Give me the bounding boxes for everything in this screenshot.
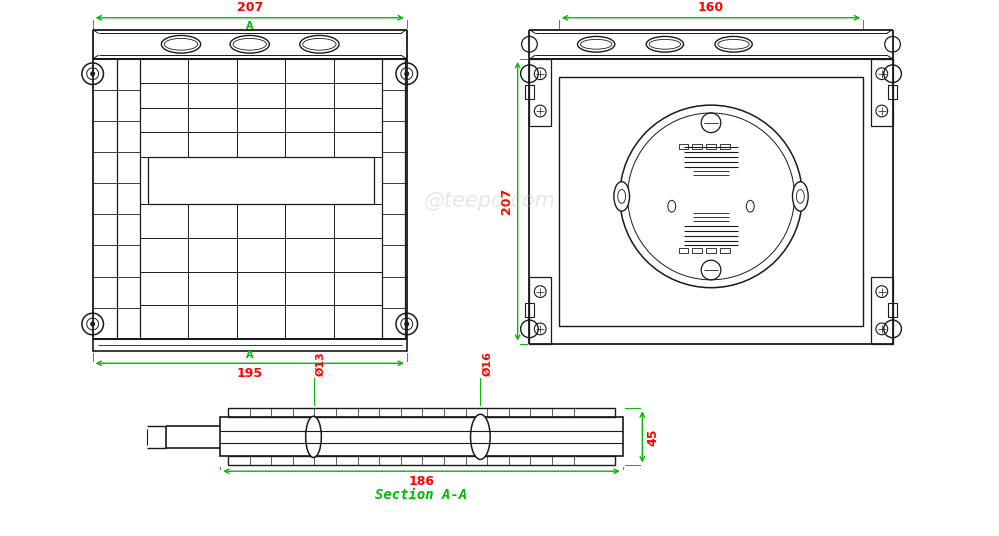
Ellipse shape <box>613 182 629 211</box>
Bar <box>678 144 688 150</box>
Bar <box>529 277 551 344</box>
Bar <box>529 59 551 126</box>
Bar <box>720 144 729 150</box>
Bar <box>871 59 892 126</box>
Text: Ø16: Ø16 <box>483 351 493 376</box>
Text: A: A <box>246 351 254 360</box>
Bar <box>558 77 863 326</box>
Bar <box>888 86 897 99</box>
Text: 186: 186 <box>409 475 435 488</box>
Bar <box>220 417 622 457</box>
Bar <box>228 408 614 417</box>
Circle shape <box>405 322 409 326</box>
Bar <box>692 144 702 150</box>
Circle shape <box>405 72 409 76</box>
Text: 160: 160 <box>698 1 724 14</box>
Circle shape <box>91 72 95 76</box>
Bar <box>706 144 716 150</box>
Bar <box>524 303 534 317</box>
Bar <box>888 303 897 317</box>
Text: 207: 207 <box>500 188 512 214</box>
Bar <box>871 277 892 344</box>
Text: 45: 45 <box>646 428 659 445</box>
Bar <box>678 248 688 254</box>
Bar <box>524 86 534 99</box>
Bar <box>228 457 614 465</box>
Bar <box>692 248 702 254</box>
Text: A: A <box>246 21 254 31</box>
Ellipse shape <box>792 182 808 211</box>
Bar <box>148 157 375 204</box>
Text: 207: 207 <box>237 1 263 14</box>
Text: 195: 195 <box>237 367 263 380</box>
Text: Ø13: Ø13 <box>316 351 326 376</box>
Bar <box>93 339 407 352</box>
Ellipse shape <box>471 414 491 459</box>
Text: @teepo.com: @teepo.com <box>425 191 556 211</box>
Circle shape <box>91 322 95 326</box>
Bar <box>706 248 716 254</box>
Ellipse shape <box>306 416 322 458</box>
Bar <box>720 248 729 254</box>
Text: Section A-A: Section A-A <box>376 488 468 502</box>
